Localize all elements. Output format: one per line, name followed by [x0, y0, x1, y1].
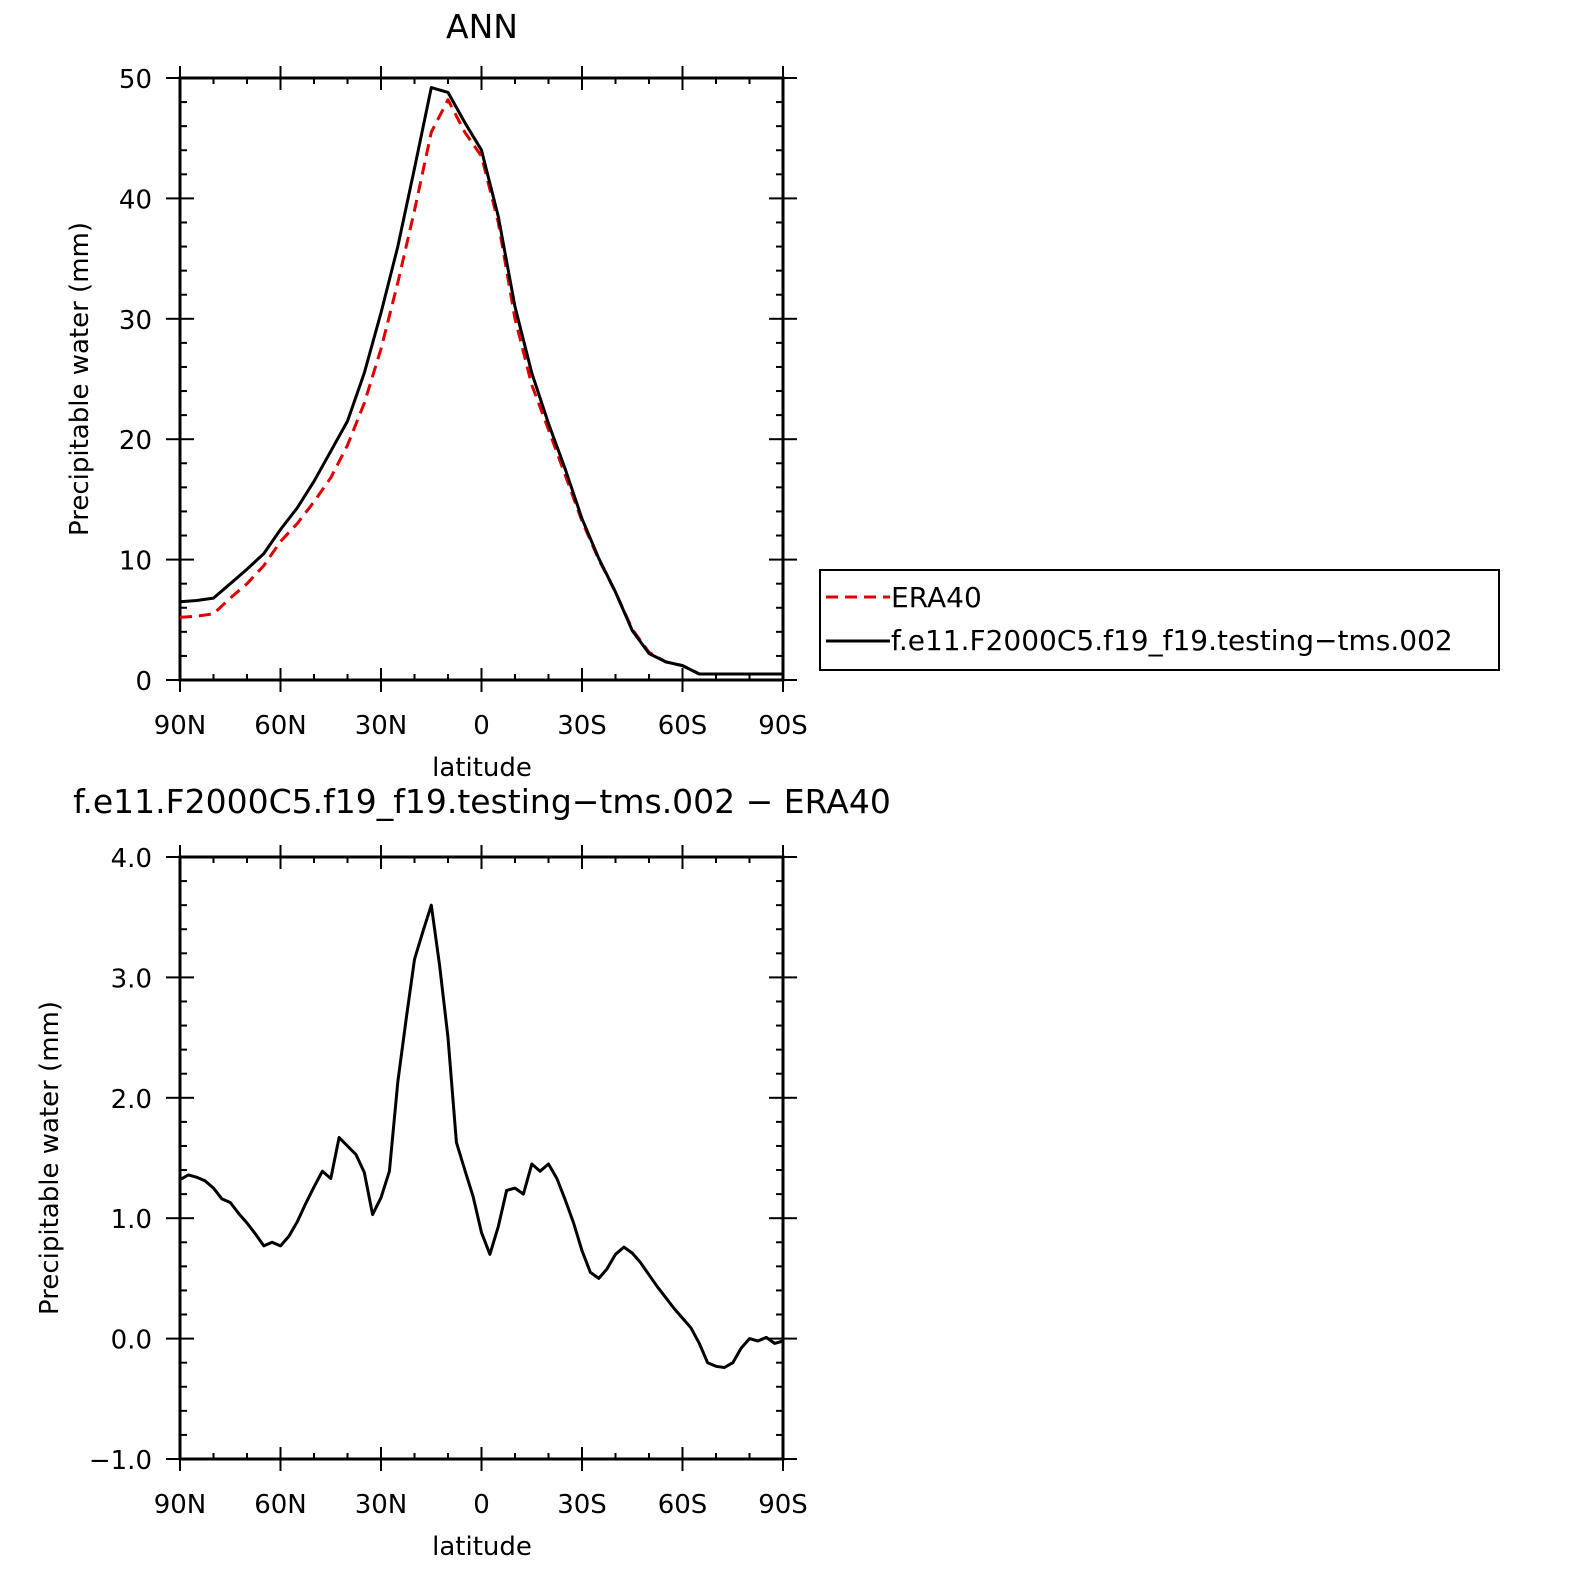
legend: ERA40 f.e11.F2000C5.f19_f19.testing−tms.…: [819, 569, 1500, 671]
panel2-series: [179, 903, 784, 1369]
panel2-ylabel: Precipitable water (mm): [35, 1001, 65, 1315]
y-tick-label: 3.0: [111, 964, 152, 994]
y-tick-label: 10: [119, 547, 152, 577]
x-tick-label: 90S: [758, 711, 808, 741]
panel1-ticks: 90N 60N 30N 0 30S 60S 90S 0 10 20 30 40 50: [119, 65, 808, 741]
y-tick-label: −1.0: [89, 1446, 152, 1476]
y-tick-label: 2.0: [111, 1085, 152, 1115]
y-tick-label: 40: [119, 185, 152, 215]
x-tick-label: 0: [473, 1490, 490, 1520]
y-tick-label: 20: [119, 426, 152, 456]
y-tick-label: 1.0: [111, 1205, 152, 1235]
panel-annual-profile: ANN 90N 60N 30N 0 30S 60S 90S 0 10 20 30 40 50 latit…: [65, 7, 808, 783]
y-tick-label: 30: [119, 306, 152, 336]
panel2-plot-frame: [178, 855, 785, 1461]
panel1-xlabel: latitude: [432, 753, 532, 783]
x-tick-label: 60N: [254, 1490, 307, 1520]
series-line-difference: [179, 903, 784, 1369]
y-tick-label: 50: [119, 65, 152, 95]
legend-label-model: f.e11.F2000C5.f19_f19.testing−tms.002: [891, 624, 1453, 657]
x-tick-label: 30S: [557, 1490, 607, 1520]
panel2-xlabel: latitude: [432, 1532, 532, 1562]
y-tick-label: 0: [135, 667, 152, 697]
panel1-series: [179, 86, 783, 676]
panel-difference-profile: f.e11.F2000C5.f19_f19.testing−tms.002 − …: [35, 782, 891, 1562]
x-tick-label: 90S: [758, 1490, 808, 1520]
legend-label-era40: ERA40: [891, 581, 982, 614]
x-tick-label: 30S: [557, 711, 607, 741]
series-line-model: [179, 86, 783, 676]
panel1-ylabel: Precipitable water (mm): [65, 222, 95, 536]
panel2-ticks: 90N 60N 30N 0 30S 60S 90S −1.0 0.0 1.0 2.0 3.0 4.0: [89, 844, 808, 1520]
x-tick-label: 60N: [254, 711, 307, 741]
panel1-title: ANN: [446, 7, 518, 46]
y-tick-label: 4.0: [111, 844, 152, 874]
x-tick-label: 30N: [355, 1490, 408, 1520]
series-line-era40: [179, 98, 783, 676]
legend-box: [819, 569, 1500, 671]
x-tick-label: 90N: [154, 1490, 207, 1520]
x-tick-label: 0: [473, 711, 490, 741]
x-tick-label: 90N: [154, 711, 207, 741]
x-tick-label: 30N: [355, 711, 408, 741]
x-tick-label: 60S: [658, 1490, 708, 1520]
x-tick-label: 60S: [658, 711, 708, 741]
y-tick-label: 0.0: [111, 1326, 152, 1356]
panel1-plot-frame: [178, 76, 785, 682]
panel2-title: f.e11.F2000C5.f19_f19.testing−tms.002 − …: [73, 782, 891, 821]
